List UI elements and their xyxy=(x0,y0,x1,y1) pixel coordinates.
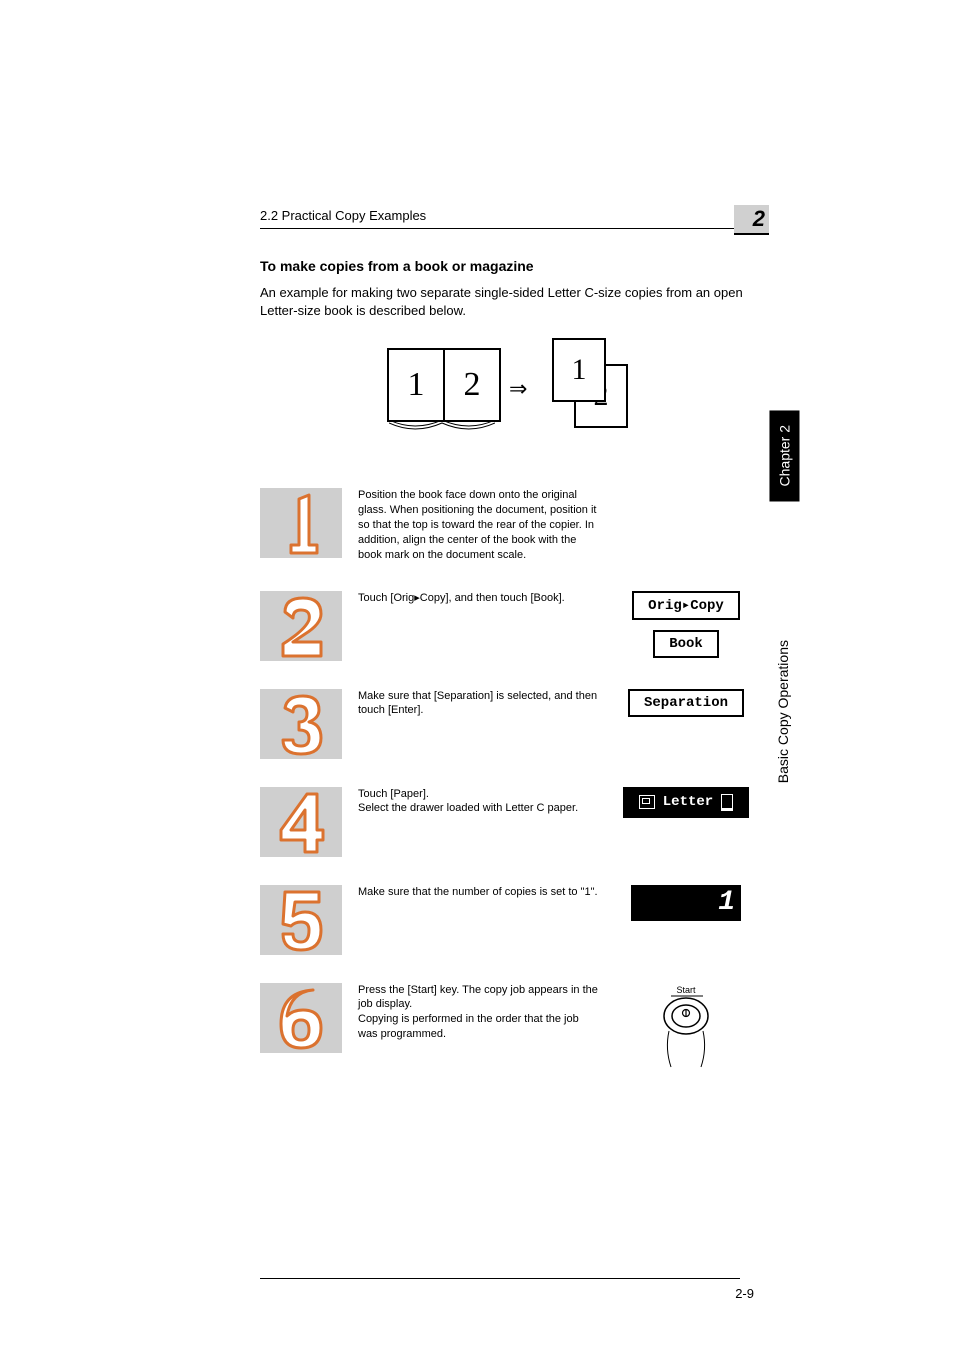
step-number-4 xyxy=(260,787,342,857)
step-ui-4: Letter xyxy=(598,787,774,818)
side-section-label: Basic Copy Operations xyxy=(769,640,797,783)
svg-text:Start: Start xyxy=(676,985,696,995)
chapter-number-tab: 2 xyxy=(734,205,769,235)
button-label: Letter xyxy=(663,794,713,810)
step-text-1: Position the book face down onto the ori… xyxy=(358,488,598,562)
step-text-4: Touch [Paper].Select the drawer loaded w… xyxy=(358,787,598,817)
touch-button[interactable]: Book xyxy=(653,630,719,658)
button-label: Separation xyxy=(644,695,728,711)
step-number-5 xyxy=(260,885,342,955)
step-number-2 xyxy=(260,591,342,661)
step-1: Position the book face down onto the ori… xyxy=(260,488,774,562)
touch-button[interactable]: Orig▸Copy xyxy=(632,591,740,620)
section-title: To make copies from a book or magazine xyxy=(260,258,774,274)
step-number-3 xyxy=(260,689,342,759)
step-number-1 xyxy=(260,488,342,558)
step-ui-6: Start xyxy=(598,983,774,1073)
step-5: Make sure that the number of copies is s… xyxy=(260,885,774,955)
touch-button[interactable]: Separation xyxy=(628,689,744,717)
button-label: Orig▸Copy xyxy=(648,597,724,614)
step-ui-3: Separation xyxy=(598,689,774,717)
copies-display: 1 xyxy=(631,885,741,921)
steps-list: Position the book face down onto the ori… xyxy=(260,488,774,1072)
step-text-5: Make sure that the number of copies is s… xyxy=(358,885,598,900)
book-right-page: 2 xyxy=(445,350,499,420)
header-section-ref: 2.2 Practical Copy Examples xyxy=(260,208,426,223)
book-pages-fan xyxy=(389,420,495,430)
side-chapter-label: Chapter 2 xyxy=(769,410,799,501)
book-to-sheets-diagram: 1 2 ⇒ 2 1 xyxy=(387,338,647,438)
sheet-1: 1 xyxy=(552,338,606,402)
intro-text: An example for making two separate singl… xyxy=(260,284,750,320)
step-ui-5: 1 xyxy=(598,885,774,921)
step-6: Press the [Start] key. The copy job appe… xyxy=(260,983,774,1073)
step-4: Touch [Paper].Select the drawer loaded w… xyxy=(260,787,774,857)
step-ui-2: Orig▸Copy Book xyxy=(598,591,774,658)
step-number-6 xyxy=(260,983,342,1053)
page: 2.2 Practical Copy Examples 2 Chapter 2 … xyxy=(0,0,954,1351)
step-text-3: Make sure that [Separation] is selected,… xyxy=(358,689,598,719)
step-text-2: Touch [Orig▸Copy], and then touch [Book]… xyxy=(358,591,598,606)
open-book-icon: 1 2 xyxy=(387,348,501,422)
step-2: Touch [Orig▸Copy], and then touch [Book]… xyxy=(260,591,774,661)
page-number: 2-9 xyxy=(735,1286,754,1301)
book-left-page: 1 xyxy=(389,350,443,420)
step-3: Make sure that [Separation] is selected,… xyxy=(260,689,774,759)
orientation-icon xyxy=(721,794,733,811)
header-rule xyxy=(260,228,740,229)
step-text-6: Press the [Start] key. The copy job appe… xyxy=(358,983,598,1042)
touch-button[interactable]: Letter xyxy=(623,787,749,818)
button-label: Book xyxy=(669,636,703,652)
start-key[interactable]: Start xyxy=(651,983,721,1073)
tray-icon xyxy=(639,795,655,809)
arrow-icon: ⇒ xyxy=(509,376,527,402)
footer-rule xyxy=(260,1278,740,1279)
